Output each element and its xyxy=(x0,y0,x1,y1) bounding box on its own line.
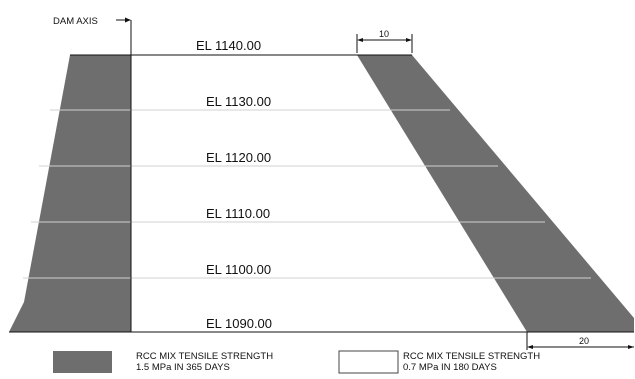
legend-low-strength-line1: RCC MIX TENSILE STRENGTH xyxy=(403,351,540,362)
dam-axis-label: DAM AXIS xyxy=(53,16,98,27)
legend-swatch-high-strength xyxy=(53,351,112,373)
elevation-label-1090: EL 1090.00 xyxy=(206,316,272,331)
elevation-label-1140: EL 1140.00 xyxy=(196,38,261,53)
crest-width-label: 10 xyxy=(379,29,389,39)
dam-axis-arrowhead xyxy=(125,18,131,23)
elevation-label-1110: EL 1110.00 xyxy=(206,206,270,221)
legend-low-strength-line2: 0.7 MPa IN 180 DAYS xyxy=(403,362,497,373)
base-width-label: 20 xyxy=(579,336,589,346)
elevation-label-1130: EL 1130.00 xyxy=(206,94,271,109)
upstream-high-strength-zone xyxy=(9,55,131,332)
legend-swatch-low-strength xyxy=(339,351,398,373)
legend-high-strength-line1: RCC MIX TENSILE STRENGTH xyxy=(136,351,273,362)
downstream-high-strength-zone xyxy=(357,55,634,332)
legend-high-strength-line2: 1.5 MPa IN 365 DAYS xyxy=(136,362,230,373)
elevation-label-1120: EL 1120.00 xyxy=(206,150,271,165)
elevation-label-1100: EL 1100.00 xyxy=(206,262,271,277)
